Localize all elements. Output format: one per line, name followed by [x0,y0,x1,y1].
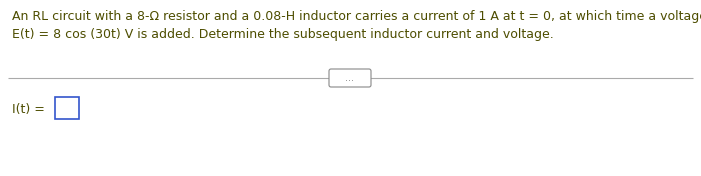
Text: ...: ... [346,73,355,83]
Text: An RL circuit with a 8-Ω resistor and a 0.08-H inductor carries a current of 1 A: An RL circuit with a 8-Ω resistor and a … [12,10,701,23]
Text: I(t) =: I(t) = [12,103,45,116]
FancyBboxPatch shape [329,69,371,87]
FancyBboxPatch shape [55,97,79,119]
Text: E(t) = 8 cos (30t) V is added. Determine the subsequent inductor current and vol: E(t) = 8 cos (30t) V is added. Determine… [12,28,554,41]
